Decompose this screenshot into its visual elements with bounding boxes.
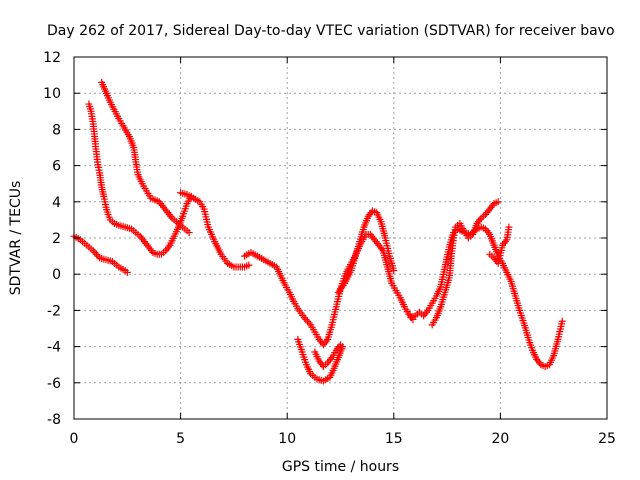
- x-tick-label: 15: [385, 431, 403, 447]
- series-track-c: [98, 78, 193, 237]
- data-point: [92, 250, 100, 258]
- axis-ticks: 0 5 10 15 20 25 -8 -6 -4 -2 0 2 4 6 8 10 12: [43, 50, 616, 447]
- data-point: [494, 198, 502, 206]
- data-point: [245, 261, 253, 269]
- x-tick-label: 20: [491, 431, 509, 447]
- y-tick-label: 8: [52, 122, 61, 138]
- y-tick-label: -2: [47, 303, 61, 319]
- x-tick-label: 0: [70, 431, 79, 447]
- y-tick-label: 0: [52, 267, 61, 283]
- y-tick-label: 10: [43, 86, 61, 102]
- y-tick-label: -4: [47, 340, 61, 356]
- series-track-h: [334, 207, 398, 296]
- series-track-g: [311, 341, 344, 371]
- y-tick-label: 6: [52, 159, 61, 175]
- x-tick-label: 25: [598, 431, 616, 447]
- x-axis-label: GPS time / hours: [282, 459, 399, 475]
- series-track-k: [486, 223, 513, 267]
- series-track-d: [177, 189, 253, 271]
- y-tick-label: 2: [52, 231, 61, 247]
- y-tick-label: 4: [52, 195, 61, 211]
- series-track-a: [70, 232, 131, 276]
- data-point: [185, 229, 193, 237]
- data-points: [70, 78, 566, 385]
- chart-title: Day 262 of 2017, Sidereal Day-to-day VTE…: [47, 23, 615, 39]
- x-tick-label: 5: [176, 431, 185, 447]
- series-track-j: [428, 198, 502, 329]
- data-point: [91, 248, 99, 256]
- data-point: [302, 315, 310, 323]
- data-point: [123, 268, 131, 276]
- series-track-i: [407, 223, 566, 371]
- series-track-e: [241, 230, 417, 349]
- data-point: [390, 267, 398, 275]
- y-axis-label: SDTVAR / TECUs: [8, 181, 24, 296]
- x-tick-label: 10: [278, 431, 296, 447]
- y-tick-label: -6: [47, 376, 61, 392]
- series-track-b: [85, 100, 195, 258]
- data-point: [303, 317, 311, 325]
- y-tick-label: -8: [47, 412, 61, 428]
- grid-lines: [74, 57, 607, 419]
- y-tick-label: 12: [43, 50, 61, 66]
- data-point: [558, 317, 566, 325]
- data-point: [337, 341, 344, 349]
- series-track-f: [294, 335, 347, 385]
- data-point: [505, 223, 513, 231]
